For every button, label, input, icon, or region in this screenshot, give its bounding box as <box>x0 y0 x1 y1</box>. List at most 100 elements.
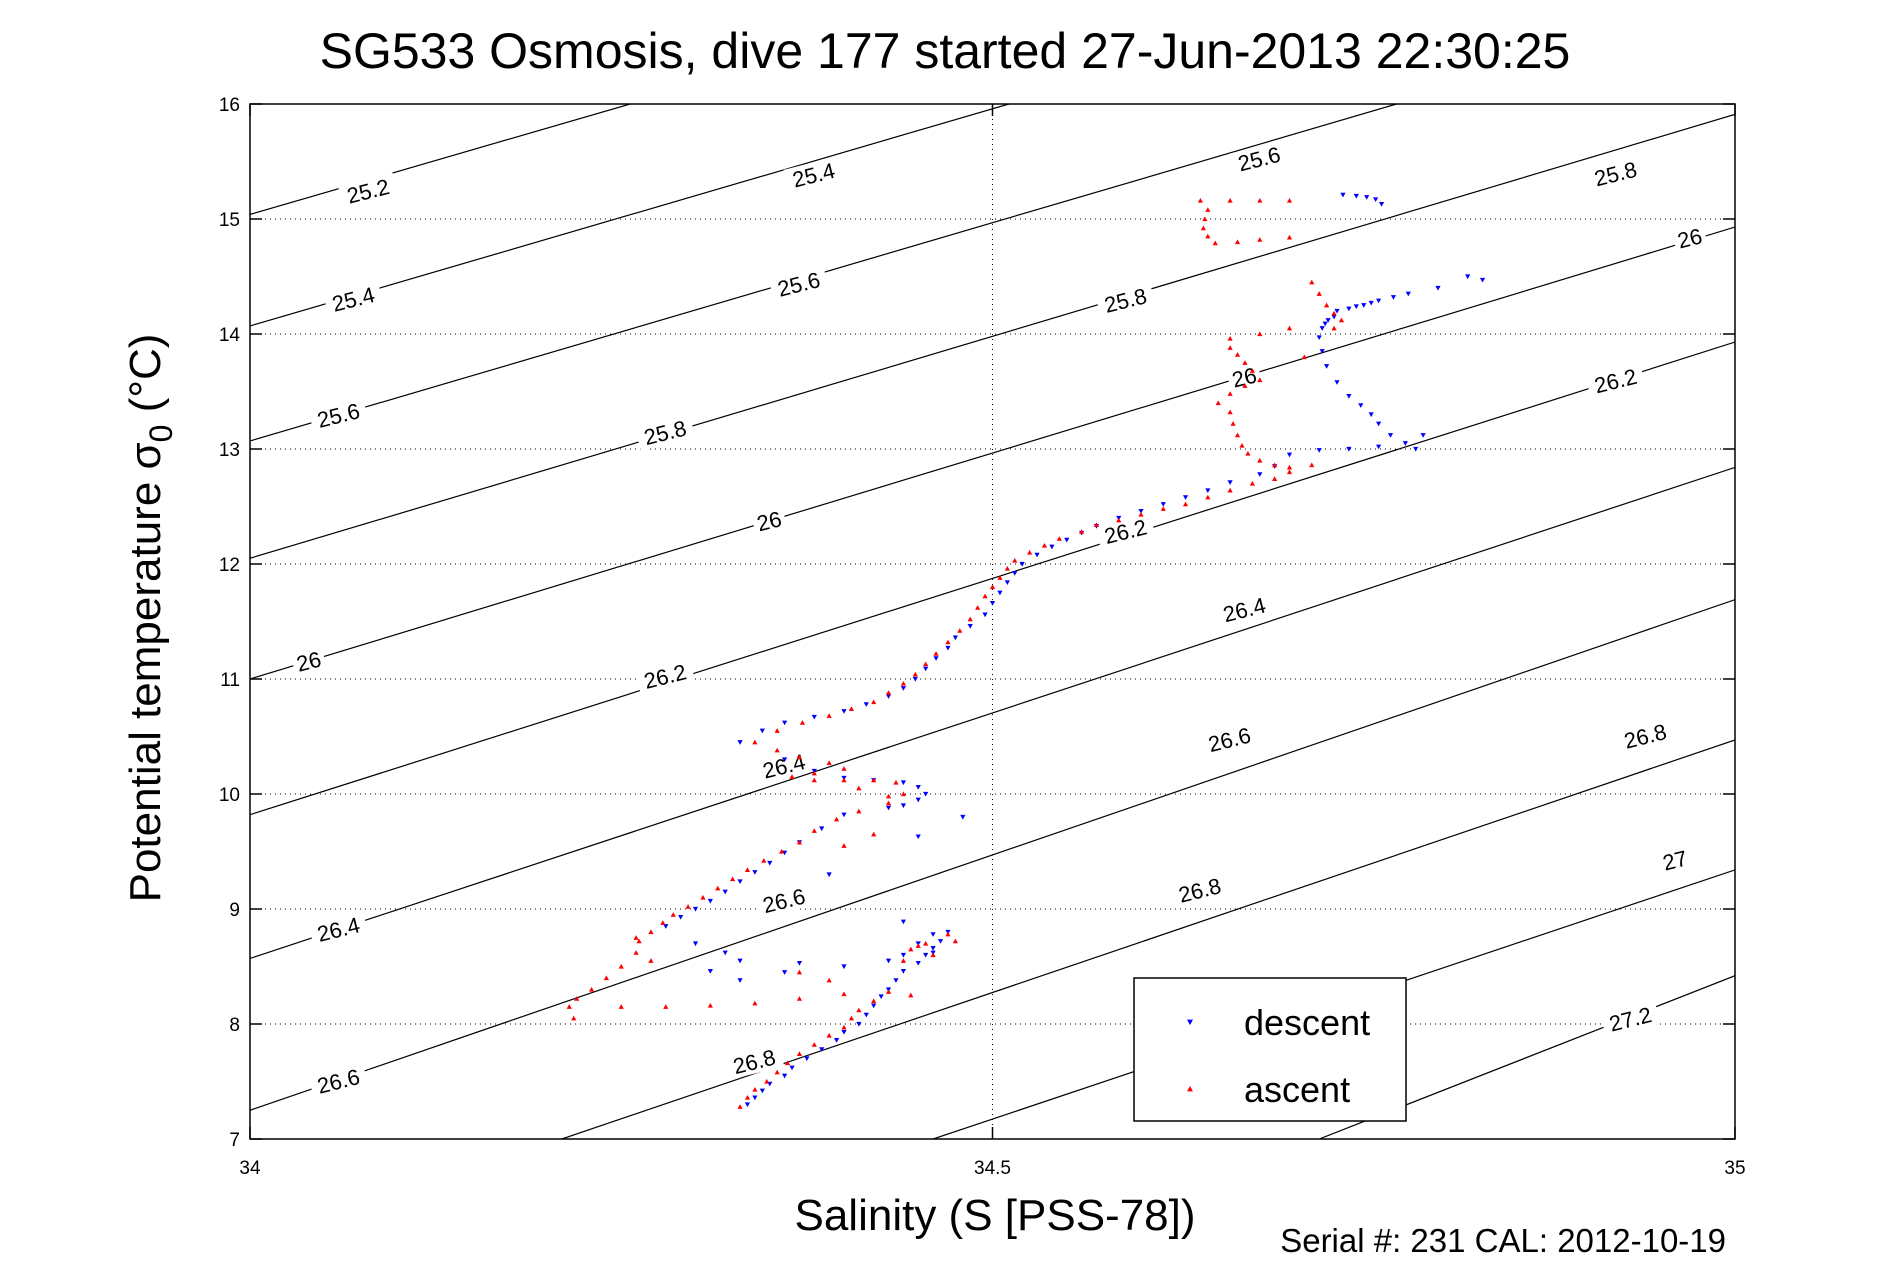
ascent-point <box>856 785 862 791</box>
ascent-point <box>707 1003 713 1008</box>
descent-point <box>1012 571 1018 576</box>
descent-point <box>863 1012 869 1018</box>
descent-point <box>833 1038 840 1043</box>
ascent-point <box>1200 225 1206 231</box>
density-contour-line <box>250 104 631 215</box>
density-contour-label: 26 <box>290 645 328 677</box>
density-contour-label: 26 <box>1671 222 1709 254</box>
descent-point <box>1340 192 1346 198</box>
ascent-point <box>1230 421 1236 426</box>
descent-point <box>1402 441 1408 446</box>
density-contour-label: 27 <box>1656 844 1694 876</box>
descent-point <box>1019 561 1025 567</box>
ascent-point <box>715 885 721 891</box>
descent-point <box>1376 298 1382 304</box>
ascent-point <box>633 950 639 955</box>
ascent-point <box>648 958 654 963</box>
density-contour-label: 26 <box>750 505 788 536</box>
ascent-point <box>574 996 580 1001</box>
ascent-point <box>1093 522 1100 527</box>
y-axis-label-unit: (°C) <box>121 334 170 425</box>
descent-point <box>1353 193 1359 199</box>
descent-point <box>885 694 892 699</box>
ascent-point <box>1160 506 1166 511</box>
descent-point <box>752 870 758 875</box>
ascent-point <box>811 1042 817 1047</box>
descent-point <box>819 826 825 832</box>
ascent-point <box>1212 240 1218 246</box>
descent-point <box>952 635 958 641</box>
ascent-point <box>1331 325 1337 331</box>
descent-point <box>782 1073 788 1079</box>
ascent-point <box>957 628 963 633</box>
descent-point <box>945 645 951 651</box>
descent-point <box>767 860 773 866</box>
descent-point <box>811 714 817 720</box>
descent-point <box>1413 446 1419 452</box>
y-tick-label: 7 <box>229 1130 240 1151</box>
descent-point <box>759 1088 765 1094</box>
descent-point <box>893 978 899 983</box>
descent-point <box>989 601 996 606</box>
ascent-point <box>826 977 832 983</box>
ascent-point <box>945 639 951 645</box>
ascent-point <box>908 946 914 952</box>
descent-point <box>1004 580 1010 585</box>
ascent-point <box>975 605 981 610</box>
series-ascent <box>566 198 1345 1109</box>
descent-point <box>1346 446 1352 452</box>
ascent-point <box>796 1051 803 1056</box>
y-tick-label: 16 <box>219 95 240 116</box>
descent-point <box>1353 304 1359 309</box>
density-contour-line <box>250 341 1735 816</box>
ascent-point <box>885 800 892 806</box>
ascent-point <box>1239 442 1245 448</box>
ascent-point <box>930 952 936 958</box>
ascent-point <box>700 894 706 900</box>
ascent-point <box>945 931 951 937</box>
ascent-point <box>1309 462 1315 468</box>
y-tick-label: 12 <box>219 555 240 576</box>
y-axis-label-main: Potential temperature σ <box>121 442 170 902</box>
ascent-point <box>744 867 751 872</box>
descent-point <box>692 941 699 947</box>
y-tick-label: 14 <box>219 325 241 346</box>
plot-background <box>250 104 1735 1139</box>
ascent-point <box>893 779 899 785</box>
ascent-point <box>774 728 780 733</box>
ascent-point <box>826 1032 832 1038</box>
ascent-point <box>752 739 758 745</box>
descent-point <box>1373 197 1379 203</box>
descent-point <box>1227 480 1233 485</box>
descent-point <box>900 919 906 925</box>
descent-point <box>997 590 1003 596</box>
descent-point <box>863 702 869 707</box>
legend-box <box>1133 977 1407 1122</box>
descent-point <box>1319 349 1325 354</box>
descent-point <box>1205 488 1211 493</box>
ascent-point <box>871 777 877 783</box>
ascent-point <box>1316 291 1322 296</box>
ascent-point <box>1257 377 1263 383</box>
ascent-point <box>1234 352 1241 357</box>
descent-point <box>737 978 743 983</box>
descent-point <box>737 740 743 745</box>
descent-point <box>1387 433 1394 438</box>
descent-point <box>923 952 929 958</box>
ascent-point <box>1286 325 1293 331</box>
ascent-point <box>1309 279 1315 285</box>
ascent-point <box>1249 480 1255 486</box>
ascent-point <box>660 920 666 925</box>
ascent-point <box>761 858 767 863</box>
y-tick-label: 15 <box>219 210 240 231</box>
ascent-point <box>774 747 780 753</box>
descent-point <box>841 709 847 714</box>
y-tick-label: 10 <box>219 785 240 806</box>
ascent-point <box>789 774 795 779</box>
legend-label-ascent: ascent <box>1244 1069 1350 1110</box>
ascent-point <box>811 828 817 833</box>
x-tick-label: 35 <box>1724 1158 1745 1179</box>
descent-point <box>1160 502 1166 507</box>
ascent-point <box>1182 501 1189 507</box>
descent-point <box>1049 544 1055 550</box>
